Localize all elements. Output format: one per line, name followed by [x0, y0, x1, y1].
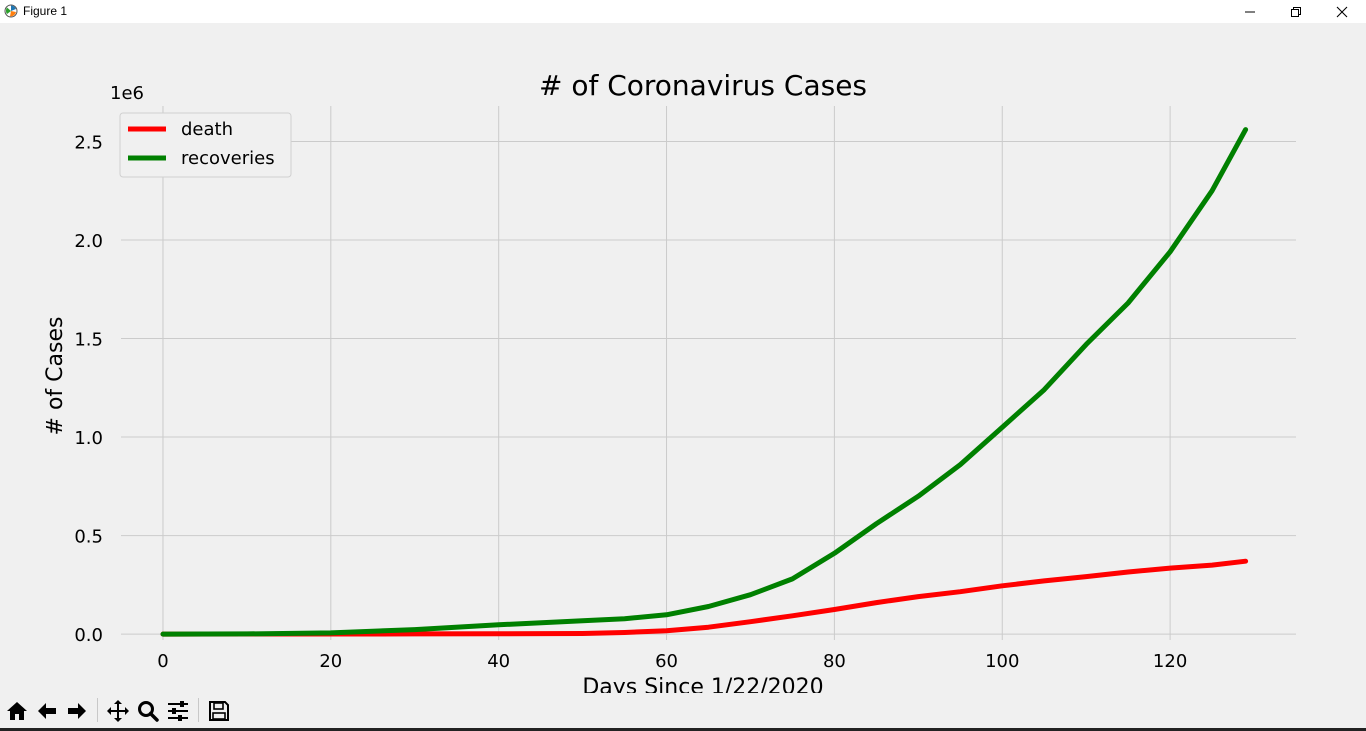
window-title: Figure 1 [23, 4, 68, 18]
x-tick-label: 80 [823, 651, 846, 672]
series-line-death [160, 558, 1249, 637]
configure-subplots-icon [168, 701, 188, 721]
tick-labels: 0 20 40 60 80 100 120 0.0 0.5 1.0 1.5 2.0 2.5 [74, 132, 1187, 672]
minimize-button[interactable] [1227, 0, 1273, 23]
home-icon [7, 702, 27, 720]
zoom-icon [138, 701, 159, 722]
restore-icon [1291, 6, 1301, 17]
save-button[interactable] [205, 696, 233, 726]
y-tick-label: 0.5 [74, 527, 103, 548]
chart-title: # of Coronavirus Cases [539, 69, 867, 102]
legend-label-recoveries: recoveries [181, 148, 275, 169]
chart-figure: 0 20 40 60 80 100 120 0.0 0.5 1.0 1.5 2.0 2.5 # of C… [43, 69, 1296, 693]
y-tick-label: 0.0 [74, 625, 103, 646]
pan-button[interactable] [104, 696, 132, 726]
forward-button[interactable] [63, 696, 91, 726]
x-tick-label: 120 [1153, 651, 1187, 672]
y-tick-label: 2.5 [74, 132, 103, 153]
back-arrow-icon [38, 703, 56, 719]
matplotlib-icon [4, 4, 18, 18]
navigation-toolbar [0, 693, 1366, 731]
close-icon [1336, 6, 1348, 17]
toolbar-separator [198, 698, 199, 722]
minimize-icon [1245, 11, 1255, 12]
y-tick-label: 2.0 [74, 231, 103, 252]
configure-subplots-button[interactable] [164, 696, 192, 726]
legend: death recoveries [119, 112, 292, 178]
home-button[interactable] [3, 696, 31, 726]
legend-label-death: death [181, 119, 233, 140]
close-button[interactable] [1319, 0, 1365, 23]
toolbar-separator [97, 698, 98, 722]
y-axis-offset-label: 1e6 [110, 83, 144, 104]
forward-arrow-icon [68, 703, 86, 719]
x-tick-label: 100 [985, 651, 1019, 672]
window-bottom-border [0, 728, 1366, 731]
grid [121, 106, 1296, 640]
maximize-button[interactable] [1273, 0, 1319, 23]
y-tick-label: 1.5 [74, 330, 103, 351]
series-lines [160, 127, 1249, 637]
x-tick-label: 60 [655, 651, 678, 672]
y-tick-label: 1.0 [74, 428, 103, 449]
x-tick-label: 0 [157, 651, 168, 672]
save-icon [209, 701, 229, 721]
x-tick-label: 40 [487, 651, 510, 672]
x-tick-label: 20 [319, 651, 342, 672]
window-titlebar: Figure 1 [0, 0, 1366, 23]
series-line-recoveries [160, 127, 1249, 637]
back-button[interactable] [33, 696, 61, 726]
zoom-button[interactable] [134, 696, 162, 726]
pan-icon [107, 700, 129, 722]
y-axis-label: # of Cases [43, 317, 68, 436]
x-axis-label: Days Since 1/22/2020 [582, 675, 823, 693]
